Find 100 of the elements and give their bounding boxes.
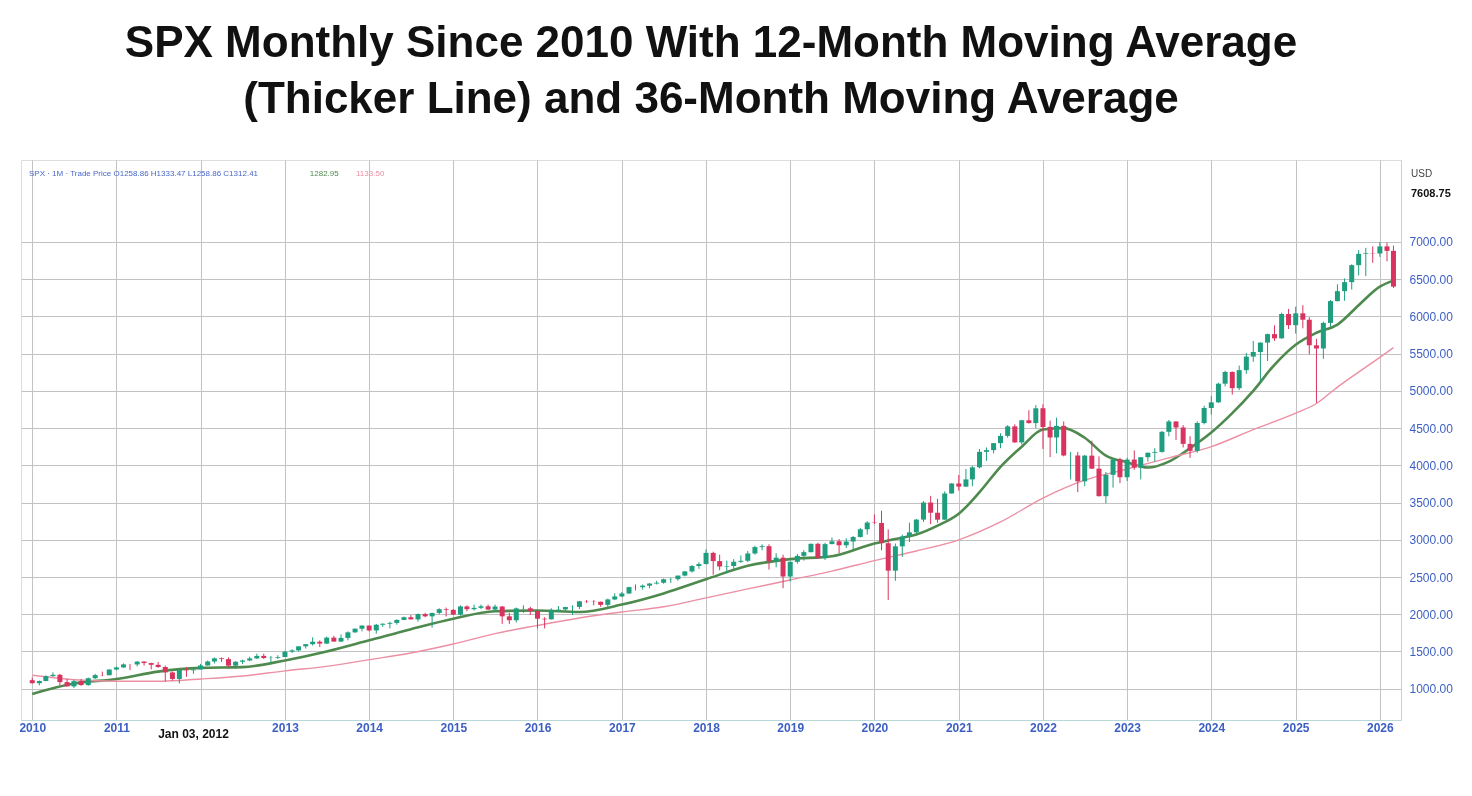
candlestick [1054, 417, 1060, 454]
candlestick [1124, 457, 1130, 482]
candlestick [738, 554, 744, 564]
annotation: 1133.50 [356, 169, 385, 178]
x-tick-label: 2022 [1030, 720, 1058, 735]
x-tick-label: 2011 [103, 720, 131, 735]
candlestick [1293, 306, 1299, 335]
y-tick-label: 2000.00 [1409, 607, 1454, 622]
candlestick [1138, 456, 1144, 480]
candlestick [1349, 263, 1355, 291]
candlestick [1117, 457, 1123, 484]
candlestick [1103, 471, 1109, 504]
candlestick [1229, 370, 1235, 396]
candlestick [879, 510, 885, 551]
candlestick [464, 604, 470, 612]
x-tick-label: 2016 [524, 720, 552, 735]
candlestick [1313, 338, 1319, 404]
x-tick-label: 2021 [945, 720, 973, 735]
annotation: SPX · 1M · Trade Price O1258.86 H1333.47 L1258.86 C1312.41 [29, 169, 259, 178]
y-tick-label: 6000.00 [1409, 309, 1454, 324]
x-tick-label: 2020 [861, 720, 889, 735]
x-tick-label: 2025 [1282, 720, 1310, 735]
candlestick [921, 500, 926, 523]
text: 7608.75 [1411, 187, 1451, 199]
candlestick [1180, 424, 1186, 448]
candlestick [696, 561, 702, 570]
candlestick [1040, 403, 1046, 450]
candlestick [983, 446, 989, 462]
candlestick [766, 543, 772, 571]
candlestick [787, 560, 793, 582]
annotation: 1282.95 [309, 169, 340, 178]
candlestick [759, 543, 765, 551]
x-tick-label: 2026 [1367, 720, 1395, 735]
y-tick-label: 4000.00 [1409, 458, 1454, 473]
candlestick [155, 661, 161, 669]
candlestick [1068, 451, 1074, 480]
x-tick-label: 2010 [19, 720, 47, 735]
candlestick [1173, 420, 1179, 441]
y-tick-label: 5500.00 [1409, 347, 1454, 362]
candlestick [1236, 365, 1242, 391]
candlestick [1363, 247, 1369, 277]
x-tick-label: 2014 [356, 720, 384, 735]
candlestick [387, 621, 393, 629]
candlestick [963, 468, 969, 488]
text: Jan 03, 2012 [158, 727, 230, 741]
candlestick [289, 648, 295, 654]
candlestick [1012, 423, 1018, 444]
candlestick [338, 633, 344, 643]
candlestick [1384, 242, 1390, 262]
y-tick-label: 3000.00 [1409, 533, 1454, 548]
chart-title: SPX Monthly Since 2010 With 12-Month Moving Average (Thicker Line) and 36-Month Moving Average [124, 17, 1298, 122]
candlestick [359, 624, 365, 632]
x-tick-label: 2017 [609, 720, 637, 735]
candlestick [1328, 299, 1334, 328]
candlestick [1026, 409, 1032, 425]
candlestick [1033, 404, 1039, 429]
candlestick [1019, 419, 1025, 445]
y-tick-label: 1000.00 [1409, 682, 1454, 697]
candlestick [1356, 249, 1362, 276]
candlestick [1110, 458, 1116, 489]
candlestick [1208, 395, 1214, 416]
text: USD [1411, 168, 1433, 179]
candlestick [935, 498, 941, 524]
y-tick-label: 3500.00 [1409, 496, 1454, 511]
x-tick-label: 2015 [440, 720, 468, 735]
candlestick [1265, 333, 1271, 362]
x-tick-label: 2013 [272, 720, 300, 735]
candlestick [836, 538, 842, 554]
candlestick [1342, 277, 1348, 302]
candlestick [1047, 420, 1053, 458]
x-tick-label: 2024 [1198, 720, 1226, 735]
x-tick-label: 2018 [693, 720, 721, 735]
y-tick-label: 5000.00 [1409, 384, 1454, 399]
candlestick [1131, 449, 1137, 471]
y-tick-label: 1500.00 [1409, 644, 1454, 659]
candlestick [1159, 430, 1165, 454]
x-tick-label: 2019 [777, 720, 805, 735]
candlestick [899, 534, 905, 558]
candlestick [1377, 241, 1383, 258]
candlestick [1187, 435, 1193, 459]
candlestick [1243, 352, 1249, 375]
candlestick [1089, 440, 1095, 470]
candlestick [906, 522, 912, 543]
y-tick-label: 2500.00 [1409, 570, 1454, 585]
candlestick [478, 604, 484, 610]
x-tick-label: 2023 [1114, 720, 1142, 735]
candlestick [928, 495, 934, 525]
candlestick [710, 551, 716, 576]
candlestick [1257, 341, 1263, 383]
y-tick-label: 4500.00 [1409, 421, 1454, 436]
candlestick [1250, 340, 1256, 363]
candlestick [1201, 405, 1207, 425]
y-tick-label: 6500.00 [1409, 272, 1454, 287]
candlestick [1215, 382, 1221, 404]
candlestick [1300, 304, 1306, 329]
candlestick [408, 614, 414, 620]
candlestick [977, 448, 983, 469]
candlestick [1152, 447, 1158, 463]
candlestick [969, 465, 975, 487]
candlestick [1286, 308, 1292, 330]
